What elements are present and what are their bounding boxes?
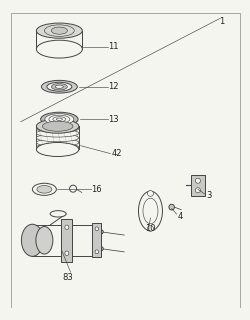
Text: 3: 3: [205, 191, 210, 200]
Ellipse shape: [194, 178, 200, 183]
Ellipse shape: [194, 188, 200, 193]
Text: 13: 13: [108, 115, 119, 124]
Ellipse shape: [95, 227, 98, 231]
Text: 16: 16: [91, 185, 101, 194]
Ellipse shape: [36, 40, 82, 58]
Ellipse shape: [51, 84, 67, 90]
Ellipse shape: [44, 25, 74, 36]
Text: 1: 1: [218, 17, 224, 26]
Ellipse shape: [21, 224, 43, 256]
Ellipse shape: [37, 186, 52, 193]
Ellipse shape: [55, 85, 63, 88]
Ellipse shape: [47, 82, 72, 91]
Ellipse shape: [32, 183, 56, 196]
Ellipse shape: [64, 251, 68, 255]
Bar: [92, 223, 101, 257]
Ellipse shape: [36, 134, 78, 142]
Text: 12: 12: [108, 82, 118, 91]
Ellipse shape: [36, 125, 78, 132]
Text: 4: 4: [176, 212, 182, 221]
Ellipse shape: [36, 23, 82, 38]
Ellipse shape: [56, 118, 62, 120]
Ellipse shape: [99, 230, 103, 234]
Bar: [190, 175, 204, 196]
Ellipse shape: [51, 27, 67, 34]
Ellipse shape: [45, 114, 74, 125]
Text: 11: 11: [108, 42, 118, 52]
Ellipse shape: [42, 121, 72, 131]
Ellipse shape: [53, 117, 66, 122]
Ellipse shape: [41, 80, 77, 93]
Ellipse shape: [147, 191, 153, 196]
Ellipse shape: [99, 247, 103, 251]
Text: 42: 42: [111, 149, 121, 158]
Ellipse shape: [36, 143, 78, 151]
Ellipse shape: [147, 226, 153, 231]
Ellipse shape: [95, 250, 98, 254]
Bar: [61, 219, 72, 262]
Ellipse shape: [168, 204, 174, 210]
Ellipse shape: [36, 227, 53, 254]
Ellipse shape: [50, 211, 66, 217]
Ellipse shape: [138, 191, 162, 231]
Ellipse shape: [49, 115, 70, 123]
Ellipse shape: [36, 129, 78, 137]
Ellipse shape: [64, 225, 68, 229]
Ellipse shape: [40, 112, 78, 126]
Ellipse shape: [36, 142, 78, 156]
Ellipse shape: [142, 198, 157, 224]
Text: 10: 10: [145, 224, 155, 233]
Ellipse shape: [69, 185, 76, 192]
Ellipse shape: [36, 119, 78, 133]
Ellipse shape: [36, 139, 78, 146]
Text: 83: 83: [62, 273, 73, 282]
